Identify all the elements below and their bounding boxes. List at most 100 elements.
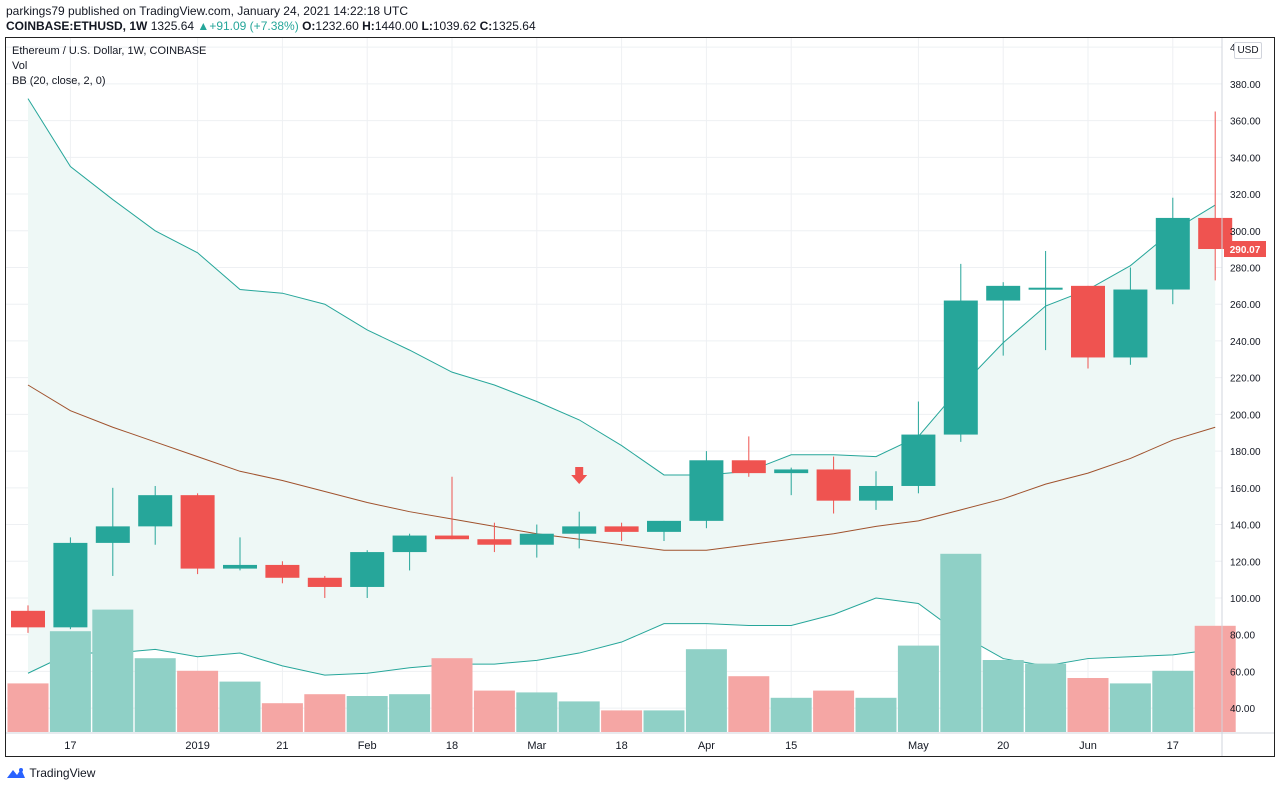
candle-body (519, 533, 554, 545)
annotations (571, 466, 588, 484)
volume-bar (1109, 683, 1151, 732)
y-tick-label: 300.00 (1230, 227, 1261, 238)
candle-body (943, 300, 978, 435)
volume-bar (473, 690, 515, 732)
y-tick-label: 320.00 (1230, 190, 1261, 201)
volume-bar (134, 658, 176, 732)
candle (986, 282, 1021, 356)
price-change: +91.09 (+7.38%) (209, 19, 299, 33)
candle-body (986, 285, 1021, 301)
last-price-label: 290.07 (1230, 245, 1261, 256)
last-price: 1325.64 (150, 19, 195, 33)
currency-badge[interactable]: USD (1234, 42, 1262, 59)
candle-body (689, 460, 724, 521)
legend-volume[interactable]: Vol (12, 60, 28, 72)
candle-body (265, 564, 300, 578)
volume-bar (219, 681, 261, 732)
candle-body (95, 526, 130, 543)
candle-body (1113, 289, 1148, 358)
volume-bar (389, 694, 431, 732)
volume-bar (1025, 663, 1067, 732)
y-tick-label: 220.00 (1230, 374, 1261, 385)
y-tick-label: 360.00 (1230, 117, 1261, 128)
legend-bollinger[interactable]: BB (20, close, 2, 0) (12, 75, 106, 87)
y-tick-label: 100.00 (1230, 594, 1261, 605)
volume-bar (813, 690, 855, 732)
candle (392, 533, 427, 571)
low-value: 1039.62 (432, 19, 477, 33)
volume-bar (728, 676, 770, 732)
x-tick-label: Jun (1079, 740, 1097, 752)
candle (95, 487, 130, 576)
y-tick-label: 60.00 (1230, 667, 1255, 678)
candle-body (11, 610, 45, 628)
arrow-down-icon (571, 466, 588, 484)
legend-title[interactable]: Ethereum / U.S. Dollar, 1W, COINBASE (12, 45, 207, 57)
candle-body (1071, 285, 1105, 358)
volume-bars (7, 553, 1236, 732)
x-tick-label: Apr (698, 740, 715, 752)
candle-body (731, 460, 766, 474)
candle (604, 522, 639, 542)
candle-body (392, 535, 427, 553)
candle-body (477, 539, 512, 545)
candle-body (435, 535, 469, 540)
candle (265, 561, 300, 584)
publish-line: parkings79 published on TradingView.com,… (6, 4, 409, 18)
volume-bar (685, 649, 727, 732)
y-tick-label: 200.00 (1230, 410, 1261, 421)
candle-body (604, 526, 639, 532)
candle (1155, 197, 1190, 305)
tradingview-logo-icon (7, 767, 25, 778)
volume-bar (1152, 670, 1194, 732)
candle-body (180, 495, 215, 569)
y-tick-label: 120.00 (1230, 557, 1261, 568)
volume-bar (940, 553, 982, 732)
volume-bar (1067, 678, 1109, 732)
candle-body (774, 469, 809, 474)
candle (1071, 285, 1105, 369)
candle (11, 605, 45, 633)
candle (774, 467, 809, 496)
candle (519, 524, 554, 558)
x-tick-label: 21 (276, 740, 288, 752)
x-tick-label: 2019 (185, 740, 209, 752)
y-tick-label: 280.00 (1230, 263, 1261, 274)
y-tick-label: 380.00 (1230, 80, 1261, 91)
footer-brand-label: TradingView (29, 765, 96, 780)
candle (1028, 250, 1063, 351)
candle-body (307, 577, 342, 587)
candle-body (350, 552, 385, 587)
y-tick-label: 260.00 (1230, 300, 1261, 311)
candle (53, 537, 88, 630)
candle (647, 520, 681, 542)
volume-bar (1194, 625, 1236, 732)
close-label: C: (479, 19, 493, 33)
candle (562, 511, 597, 549)
candle (689, 451, 724, 529)
candle (816, 456, 851, 514)
candle-body (223, 564, 257, 569)
open-value: 1232.60 (315, 19, 359, 33)
time-axis[interactable]: 17 2019 21 Feb 18 Mar 18 Apr 15 May 20 Jun 17 (6, 732, 1274, 752)
volume-bar (7, 683, 49, 732)
price-axis[interactable]: 40.00 60.00 80.00 100.00 120.00 140.00 160.00 1… (1221, 38, 1266, 756)
volume-bar (643, 710, 685, 732)
candle (435, 476, 469, 540)
footer-brand[interactable]: TradingView (6, 765, 95, 781)
bollinger-basis-line (27, 384, 1216, 551)
close-value: 1325.64 (492, 19, 536, 33)
x-tick-label: Feb (358, 740, 377, 752)
symbol-label: COINBASE:ETHUSD, 1W (6, 19, 148, 33)
y-tick-label: 140.00 (1230, 521, 1261, 532)
candle (901, 401, 936, 494)
candle (350, 550, 385, 598)
symbol-ohlc-line: COINBASE:ETHUSD, 1W 1325.64 ▲+91.09 (+7.… (6, 19, 536, 33)
candles[interactable] (11, 111, 1233, 633)
chart-frame[interactable] (5, 37, 1275, 757)
x-tick-label: 18 (615, 740, 627, 752)
volume-bar (261, 703, 303, 732)
y-tick-label: 180.00 (1230, 447, 1261, 458)
candle (731, 436, 766, 477)
